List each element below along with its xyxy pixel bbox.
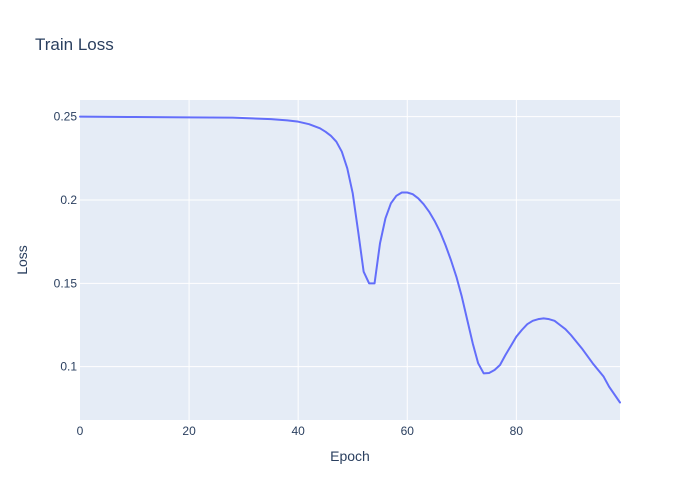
y-axis-ticks: 0.1 0.15 0.2 0.25 — [54, 110, 78, 374]
y-gridlines — [80, 116, 620, 368]
y-tick-label: 0.15 — [54, 276, 78, 290]
x-axis-title: Epoch — [330, 448, 370, 464]
y-axis-title: Loss — [14, 245, 30, 275]
series-line — [79, 115, 621, 404]
y-tick-label: 0.2 — [60, 193, 77, 207]
x-axis-ticks: 0 20 40 60 80 — [77, 424, 524, 438]
x-tick-label: 40 — [292, 424, 306, 438]
y-tick-label: 0.1 — [60, 360, 77, 374]
y-tick-label: 0.25 — [54, 110, 78, 124]
chart-title: Train Loss — [35, 35, 114, 54]
x-tick-label: 0 — [77, 424, 84, 438]
plot-area — [80, 100, 620, 420]
x-tick-label: 80 — [510, 424, 524, 438]
x-tick-label: 20 — [182, 424, 196, 438]
series-layer — [79, 115, 621, 404]
x-tick-label: 60 — [401, 424, 415, 438]
